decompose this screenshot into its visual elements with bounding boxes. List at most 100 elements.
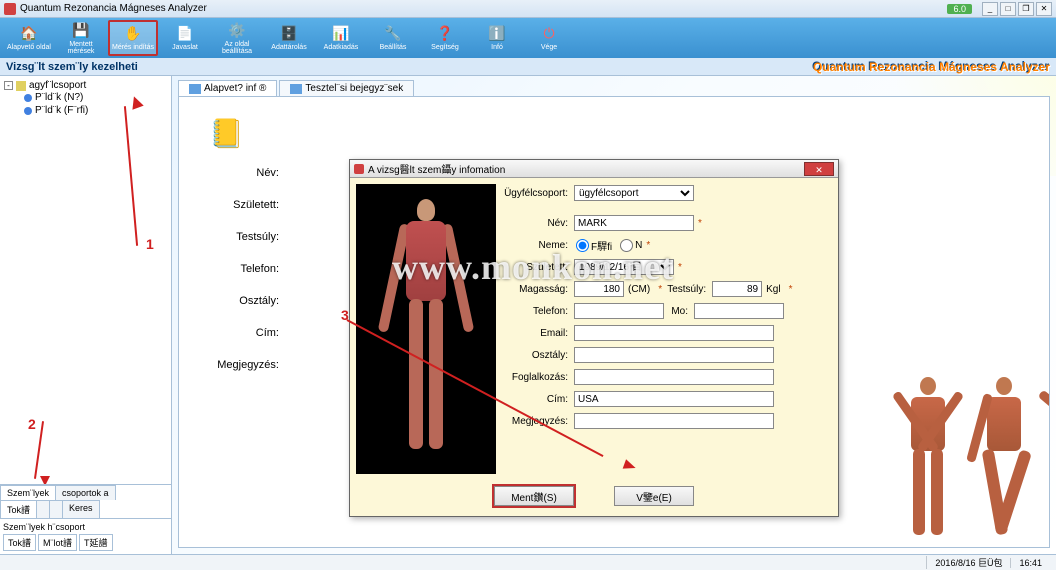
field-label: Név: <box>504 218 574 229</box>
toolbar-button[interactable]: Adatkiadás <box>316 20 366 56</box>
field-label: Telefon: <box>504 306 574 317</box>
height-unit: (CM) <box>628 284 650 295</box>
person-icon <box>24 107 32 115</box>
note-input[interactable] <box>574 413 774 429</box>
toolbar-label: Javaslat <box>172 44 198 51</box>
department-input[interactable] <box>574 347 774 363</box>
mobile-input[interactable] <box>694 303 784 319</box>
tree-item-label: P¨ld¨k (N?) <box>35 92 83 103</box>
name-input[interactable] <box>574 215 694 231</box>
main-toolbar: Alapvető oldalMentett mérésekMérés indít… <box>0 18 1056 58</box>
exit-icon <box>540 25 558 43</box>
height-input[interactable] <box>574 281 624 297</box>
weight-input[interactable] <box>712 281 762 297</box>
save-button[interactable]: Ment鑚(S) <box>494 486 574 506</box>
toolbar-label: Vége <box>541 44 557 51</box>
toolbar-button[interactable]: Infó <box>472 20 522 56</box>
window-title: Quantum Rezonancia Mágneses Analyzer <box>20 3 207 14</box>
dialog-close-button[interactable]: ✕ <box>804 162 834 176</box>
sidebar-bottom: Szem¨lyek h¨csoport Tok譜 M¨lot譜 T延譜 <box>0 518 171 554</box>
gender-female-label: N <box>635 240 642 251</box>
toolbar-label: Az oldal beállítása <box>213 41 261 55</box>
gender-male-radio[interactable] <box>576 239 589 252</box>
sidebar-cell[interactable]: T延譜 <box>79 534 113 551</box>
sidebar-tab[interactable]: Tok譜 <box>0 500 37 518</box>
gender-female-radio[interactable] <box>620 239 633 252</box>
toolbar-button[interactable]: Adattárolás <box>264 20 314 56</box>
main-panel: Név: Neme: Született: Testsúly: Telefon:… <box>178 96 1050 548</box>
help-icon <box>436 25 454 43</box>
app-icon <box>4 3 16 15</box>
field-label: Telefon: <box>209 263 289 275</box>
toolbar-button[interactable]: Beállítás <box>368 20 418 56</box>
tree-root[interactable]: - agyf¨lcsoport <box>4 80 167 91</box>
required-star: * <box>698 218 702 229</box>
email-input[interactable] <box>574 325 774 341</box>
tab-label: Alapvet? inf ® <box>204 83 266 94</box>
sidebar-tab[interactable]: Keres <box>62 500 100 518</box>
collapse-icon[interactable]: - <box>4 81 13 90</box>
field-label: Testsúly: <box>662 284 712 295</box>
birthdate-select[interactable]: 1989/12/16 目 <box>574 259 674 275</box>
restore-button[interactable]: ❐ <box>1018 2 1034 16</box>
cancel-button[interactable]: V鑒e(E) <box>614 486 694 506</box>
sidebar-tab[interactable] <box>36 500 50 518</box>
toolbar-label: Adattárolás <box>271 44 306 51</box>
toolbar-label: Segítség <box>431 44 459 51</box>
address-input[interactable] <box>574 391 774 407</box>
annotation-arrow <box>40 476 50 484</box>
status-time: 16:41 <box>1010 558 1050 568</box>
field-label: Foglalkozás: <box>504 372 574 383</box>
toolbar-button[interactable]: Vége <box>524 20 574 56</box>
maximize-button[interactable]: □ <box>1000 2 1016 16</box>
close-button[interactable]: ✕ <box>1036 2 1052 16</box>
set-icon <box>384 25 402 43</box>
dialog-buttons: Ment鑚(S) V鑒e(E) <box>350 480 838 516</box>
toolbar-button[interactable]: Alapvető oldal <box>4 20 54 56</box>
sidebar-cell[interactable]: Tok譜 <box>3 534 36 551</box>
dialog-icon <box>354 164 364 174</box>
info-icon <box>488 25 506 43</box>
sidebar-cell[interactable]: M¨lot譜 <box>38 534 77 551</box>
toolbar-button[interactable]: Mérés indítás <box>108 20 158 56</box>
field-label: Cím: <box>504 394 574 405</box>
annotation-line <box>124 106 138 246</box>
customer-group-select[interactable]: ügyfélcsoport <box>574 185 694 201</box>
occupation-input[interactable] <box>574 369 774 385</box>
doc-icon <box>176 25 194 43</box>
gear-icon <box>228 22 246 40</box>
field-label: Mo: <box>664 306 694 317</box>
phone-input[interactable] <box>574 303 664 319</box>
field-label: Született: <box>209 199 289 211</box>
brand-label: Quantum Rezonancia Mágneses Analyzer <box>813 60 1050 74</box>
window-titlebar: Quantum Rezonancia Mágneses Analyzer 6.0… <box>0 0 1056 18</box>
anatomy-image <box>356 184 496 474</box>
required-star: * <box>646 240 650 251</box>
sidebar-bottom-label: Szem¨lyek h¨csoport <box>3 522 168 532</box>
main-area: Alapvet? inf ® Tesztel¨si bejegyz¨sek Né… <box>172 76 1056 554</box>
toolbar-label: Mentett mérések <box>57 41 105 55</box>
person-icon <box>24 94 32 102</box>
toolbar-button[interactable]: Segítség <box>420 20 470 56</box>
toolbar-button[interactable]: Mentett mérések <box>56 20 106 56</box>
sidebar-tab[interactable]: Szem¨lyek <box>0 485 56 500</box>
save-icon <box>72 22 90 40</box>
dialog-body: Ügyfélcsoport: ügyfélcsoport Név: * <box>350 178 838 480</box>
tree-root-label: agyf¨lcsoport <box>29 80 86 91</box>
field-label: Név: <box>209 167 289 179</box>
toolbar-label: Adatkiadás <box>324 44 359 51</box>
toolbar-button[interactable]: Az oldal beállítása <box>212 20 262 56</box>
field-label: Cím: <box>209 327 289 339</box>
sidebar-tab[interactable]: csoportok a <box>55 485 116 500</box>
field-label: Megjegyzés: <box>209 359 289 371</box>
folder-icon <box>209 117 249 147</box>
tab-basic-info[interactable]: Alapvet? inf ® <box>178 80 277 96</box>
field-label: Neme: <box>504 240 574 251</box>
version-badge: 6.0 <box>947 4 972 14</box>
toolbar-button[interactable]: Javaslat <box>160 20 210 56</box>
tab-test-records[interactable]: Tesztel¨si bejegyz¨sek <box>279 80 414 96</box>
tree-item[interactable]: P¨ld¨k (F¨rfi) <box>24 104 167 117</box>
tree-item[interactable]: P¨ld¨k (N?) <box>24 91 167 104</box>
sidebar-tab[interactable] <box>49 500 63 518</box>
minimize-button[interactable]: _ <box>982 2 998 16</box>
